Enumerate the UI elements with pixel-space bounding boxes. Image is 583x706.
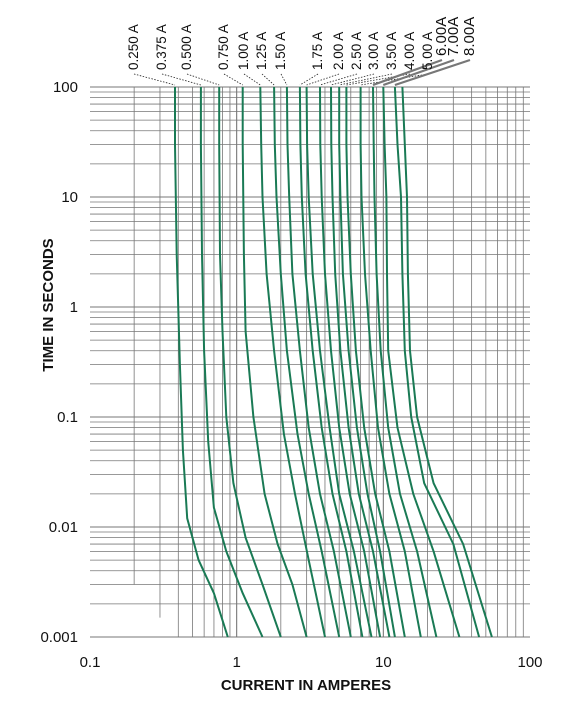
fuse-rating-label: 8.00A: [461, 17, 478, 56]
fuse-rating-label: 0.500 A: [179, 24, 194, 70]
fuse-rating-label: 1.00 A: [236, 32, 251, 70]
leader-line: [360, 73, 429, 86]
leader-line: [223, 73, 243, 86]
fuse-rating-label: 0.250 A: [126, 24, 141, 70]
fuse-rating-labels: 0.250 A 0.375 A 0.500 A 0.750 A 1.00 A 1.25 A…: [126, 17, 478, 70]
x-tick-label: 0.1: [80, 654, 101, 671]
y-tick-label: 10: [61, 189, 78, 206]
y-tick-label: 0.001: [40, 629, 78, 646]
fuse-curve: [372, 86, 438, 638]
fuse-rating-label: 6.00A: [433, 17, 450, 56]
fuse-curve: [298, 86, 364, 638]
fuse-rating-label: 1.50 A: [273, 32, 288, 70]
y-axis-title: TIME IN SECONDS: [40, 238, 57, 371]
leader-line: [319, 73, 358, 86]
leader-line: [394, 58, 471, 87]
fuse-curve: [330, 86, 391, 638]
leader-line: [330, 73, 375, 86]
fuse-curve: [401, 86, 493, 638]
fuse-curves: [174, 86, 493, 638]
x-axis-title: CURRENT IN AMPERES: [221, 677, 391, 694]
leader-line: [372, 58, 443, 87]
fuse-rating-label: 5.00 A: [420, 32, 435, 70]
leader-line: [186, 73, 220, 86]
y-tick-label: 100: [53, 79, 78, 96]
leader-line: [299, 73, 319, 86]
x-tick-label: 1: [232, 654, 240, 671]
fuse-curve: [285, 86, 352, 638]
plot-grid: [90, 86, 530, 638]
leader-line: [280, 73, 288, 86]
fuse-rating-label: 1.25 A: [254, 32, 269, 70]
x-tick-label: 100: [517, 654, 542, 671]
y-tick-label: 0.01: [49, 519, 78, 536]
fuse-curve: [259, 86, 326, 638]
fuse-curve: [218, 87, 282, 638]
x-tick-label: 10: [375, 654, 392, 671]
y-tick-label: 1: [70, 299, 78, 316]
fuse-curve: [338, 87, 396, 638]
fuse-rating-label: 2.00 A: [331, 32, 346, 70]
fuse-curve: [273, 86, 341, 638]
fuse-curve: [174, 87, 229, 638]
label-leader-lines: [133, 58, 471, 87]
leader-line: [339, 73, 393, 86]
fuse-rating-label: 0.375 A: [154, 24, 169, 70]
leader-line: [261, 73, 275, 86]
fuse-rating-label: 4.00 A: [402, 32, 417, 70]
fuse-curve: [241, 87, 308, 638]
leader-line: [161, 73, 202, 86]
leader-line: [306, 73, 340, 86]
y-tick-label: 0.1: [57, 409, 78, 426]
fuse-rating-label: 7.00A: [445, 17, 462, 56]
leader-line: [133, 73, 176, 86]
fuse-rating-label: 2.50 A: [349, 32, 364, 70]
leader-line: [243, 73, 261, 86]
fuse-curve: [393, 86, 481, 638]
fuse-curve: [319, 86, 382, 638]
leader-line: [382, 58, 455, 87]
fuse-rating-label: 0.750 A: [216, 24, 231, 70]
fuse-rating-label: 3.50 A: [384, 32, 399, 70]
axis-ticks: 0.1 1 10 100 0.001 0.01 0.1 1 10 100: [40, 79, 542, 671]
fuse-curve: [359, 87, 422, 638]
fuse-rating-label: 3.00 A: [366, 32, 381, 70]
fuse-curve: [382, 86, 461, 638]
fuse-rating-label: 1.75 A: [310, 32, 325, 70]
fuse-curve: [305, 86, 373, 638]
fuse-curve: [199, 87, 264, 638]
fuse-curve: [345, 87, 406, 638]
